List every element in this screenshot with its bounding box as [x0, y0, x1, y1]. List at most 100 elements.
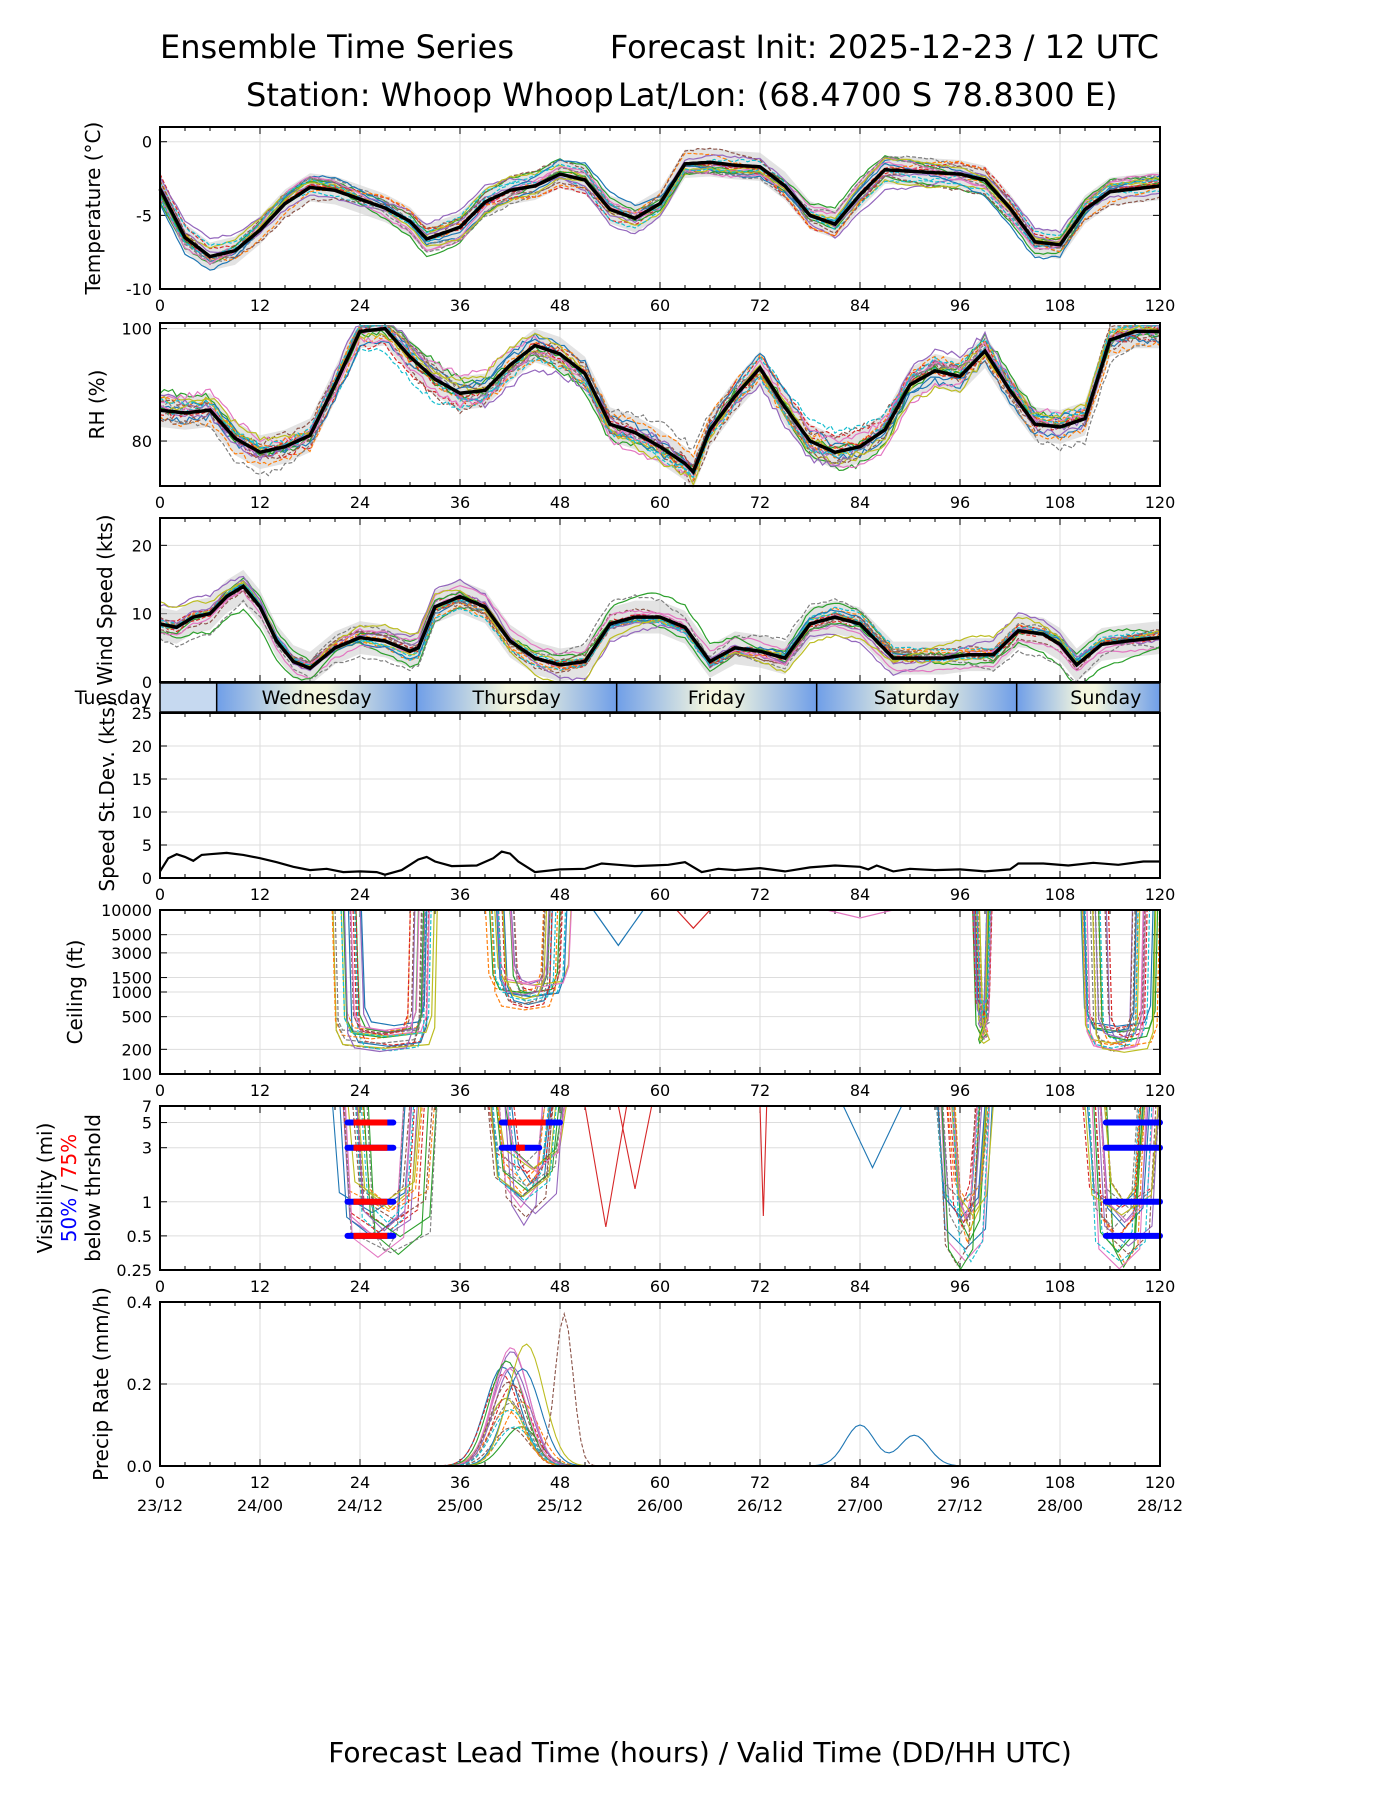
x-tick-label: 36 — [450, 1277, 470, 1296]
visibility-member-line — [513, 1105, 553, 1184]
ensemble-mean-line — [158, 160, 1161, 259]
visibility-member-line — [1088, 1105, 1139, 1230]
ensemble-member-line — [159, 594, 1161, 683]
visibility-member-line — [507, 1105, 564, 1215]
day-label-tuesday: Tuesday — [74, 687, 152, 709]
ceiling-member-line — [826, 909, 894, 919]
y-tick-label: 5000 — [111, 926, 152, 945]
ceiling-member-line — [1104, 909, 1136, 1032]
percent-sep-label: / — [57, 1178, 81, 1197]
x-tick-label: 84 — [850, 885, 870, 904]
y-tick-label: 100 — [121, 1065, 152, 1084]
day-band: Tuesday Wednesday Thursday Friday Saturday Su… — [74, 682, 1161, 713]
y-tick-label: 80 — [132, 432, 152, 451]
valid-time-label: 24/12 — [337, 1496, 383, 1515]
x-tick-label: 48 — [550, 1277, 570, 1296]
ceiling-member-line — [340, 909, 435, 1037]
x-tick-label: 108 — [1045, 1081, 1076, 1100]
x-tick-label: 36 — [450, 885, 470, 904]
ceiling-member-line — [349, 909, 415, 1034]
y-tick-label: 3000 — [111, 944, 152, 963]
x-axis-label: Forecast Lead Time (hours) / Valid Time … — [328, 1736, 1072, 1769]
x-tick-label: 72 — [750, 1081, 770, 1100]
x-tick-label: 36 — [450, 1081, 470, 1100]
x-tick-label: 120 — [1145, 296, 1176, 315]
x-tick-label: 0 — [155, 885, 165, 904]
day-segment — [416, 683, 617, 712]
x-tick-label: 108 — [1045, 885, 1076, 904]
ensemble-member-line — [159, 158, 1161, 271]
y-tick-label: 0 — [142, 673, 152, 692]
x-tick-label: 96 — [950, 1081, 970, 1100]
spread-shading — [160, 325, 1160, 489]
visibility-member-line — [343, 1105, 438, 1254]
ceiling-member-line — [489, 909, 561, 994]
day-segment — [160, 683, 217, 712]
y-tick-label: 10 — [132, 803, 152, 822]
x-tick-label: 48 — [550, 1473, 570, 1492]
visibility-member-line — [1100, 1105, 1149, 1224]
x-tick-label: 96 — [950, 1473, 970, 1492]
x-tick-label: 0 — [155, 1473, 165, 1492]
ceiling-member-line — [340, 909, 432, 1038]
y-tick-label: 1500 — [111, 969, 152, 988]
ceiling-member-line — [676, 909, 711, 930]
x-tick-label: 84 — [850, 493, 870, 512]
panel-temperature: 0-5-100 12 24 36 48 60 72 84 96 108 120Temperature… — [81, 122, 1175, 315]
day-label-saturday: Saturday — [874, 687, 960, 709]
y-axis-label: Temperature (°C) — [81, 122, 105, 296]
ceiling-member-line — [1094, 909, 1146, 1034]
visibility-member-line — [1084, 1105, 1159, 1216]
y-axis-label: Precip Rate (mm/h) — [89, 1287, 113, 1481]
ensemble-member-line — [159, 591, 1161, 683]
x-tick-label: 108 — [1045, 1473, 1076, 1492]
visibility-member-line — [352, 1105, 411, 1208]
ceiling-member-line — [1097, 909, 1161, 1047]
day-segment — [1016, 683, 1160, 712]
visibility-member-line — [506, 1105, 566, 1173]
y-tick-label: 5 — [142, 1114, 152, 1133]
y-tick-label: 1000 — [111, 983, 152, 1002]
visibility-member-line — [1100, 1105, 1157, 1255]
valid-time-label: 26/00 — [637, 1496, 683, 1515]
panel-relative_humidity: 80 100 0 12 24 36 48 60 72 84 96 108 120 RH (%) — [85, 320, 1175, 512]
x-tick-label: 48 — [550, 885, 570, 904]
x-tick-label: 12 — [250, 296, 270, 315]
valid-time-label: 27/00 — [837, 1496, 883, 1515]
y-tick-label: -10 — [126, 280, 152, 299]
visibility-member-line — [937, 1105, 993, 1250]
panel-frame — [159, 517, 1161, 683]
stdev-line — [159, 850, 1160, 876]
ceiling-member-line — [350, 909, 430, 1036]
panel-frame — [159, 1105, 1161, 1271]
y-tick-label: 500 — [121, 1008, 152, 1027]
x-tick-label: 108 — [1045, 493, 1076, 512]
ceiling-member-line — [1083, 909, 1147, 1051]
x-tick-label: 0 — [155, 296, 165, 315]
visibility-member-line — [345, 1105, 411, 1259]
visibility-member-line — [363, 1105, 438, 1238]
chart-title: Ensemble Time Series — [160, 28, 514, 66]
valid-time-label: 25/12 — [537, 1496, 583, 1515]
x-tick-label: 72 — [750, 493, 770, 512]
visibility-member-line — [952, 1105, 990, 1263]
x-tick-label: 96 — [950, 493, 970, 512]
valid-time-label: 26/12 — [737, 1496, 783, 1515]
visibility-member-line — [497, 1105, 567, 1170]
x-tick-label: 120 — [1145, 1473, 1176, 1492]
ceiling-member-line — [1107, 909, 1148, 1039]
x-tick-label: 120 — [1145, 493, 1176, 512]
x-tick-label: 120 — [1145, 885, 1176, 904]
below-threshold-label: below thrshold — [81, 1114, 105, 1262]
forecast-init-label: Forecast Init: 2025-12-23 / 12 UTC — [609, 28, 1159, 66]
ceiling-member-line — [1081, 909, 1141, 1044]
x-tick-label: 48 — [550, 296, 570, 315]
visibility-member-line — [842, 1105, 903, 1169]
ceiling-member-line — [360, 909, 428, 1027]
y-axis-label: Wind Speed (kts) — [93, 514, 117, 685]
ceiling-member-line — [977, 909, 992, 1041]
y-tick-label: 0.4 — [127, 1293, 152, 1312]
visibility-member-line — [759, 1105, 768, 1216]
y-axis-label: Visibility (mi) — [33, 1123, 57, 1254]
visibility-member-line — [355, 1105, 425, 1231]
